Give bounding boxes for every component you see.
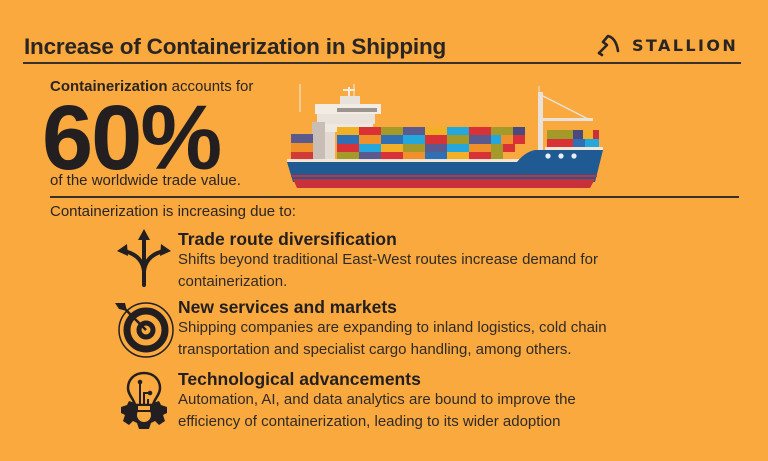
target-arrow-icon	[115, 302, 174, 358]
lightbulb-gear-icon	[121, 371, 167, 429]
stat-lead: Containerization accounts for	[50, 78, 253, 95]
reason-item-trade-route: Trade route diversification Shifts beyon…	[110, 229, 598, 293]
reason-desc-line2: efficiency of containerization, leading …	[178, 413, 561, 430]
section-divider	[50, 196, 739, 198]
reason-title: Trade route diversification	[178, 229, 397, 249]
container-ship-illustration	[287, 84, 603, 188]
stat-lead-bold: Containerization	[50, 78, 168, 95]
page-title: Increase of Containerization in Shipping	[24, 34, 447, 59]
brand-name: STALLION	[632, 35, 739, 55]
reason-title: Technological advancements	[178, 369, 421, 389]
reason-desc-line1: Shipping companies are expanding to inla…	[178, 319, 607, 336]
reason-item-tech-advancements: Technological advancements Automation, A…	[110, 369, 576, 433]
stallion-horse-icon	[597, 34, 620, 57]
reason-title: New services and markets	[178, 297, 397, 317]
reason-desc-line1: Automation, AI, and data analytics are b…	[178, 391, 576, 408]
header-divider	[23, 62, 741, 64]
reason-desc-line1: Shifts beyond traditional East-West rout…	[178, 251, 598, 268]
reason-desc-line2: containerization.	[178, 273, 288, 290]
reason-item-new-services: New services and markets Shipping compan…	[110, 297, 607, 361]
stat-lead-rest: accounts for	[167, 78, 254, 95]
reason-desc-line2: transportation and specialist cargo hand…	[178, 341, 572, 358]
reasons-intro: Containerization is increasing due to:	[50, 203, 296, 220]
brand-logo: STALLION	[596, 33, 738, 57]
stat-value: 60%	[42, 87, 222, 189]
stat-caption: of the worldwide trade value.	[50, 172, 241, 189]
diverging-arrows-icon	[117, 229, 171, 287]
